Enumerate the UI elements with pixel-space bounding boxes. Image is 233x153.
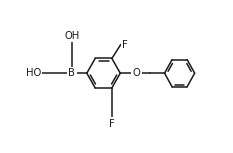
Text: F: F	[109, 119, 115, 129]
Text: B: B	[68, 68, 75, 78]
Text: HO: HO	[26, 68, 41, 78]
Text: F: F	[122, 39, 128, 50]
Text: O: O	[132, 68, 140, 78]
Text: OH: OH	[64, 31, 79, 41]
